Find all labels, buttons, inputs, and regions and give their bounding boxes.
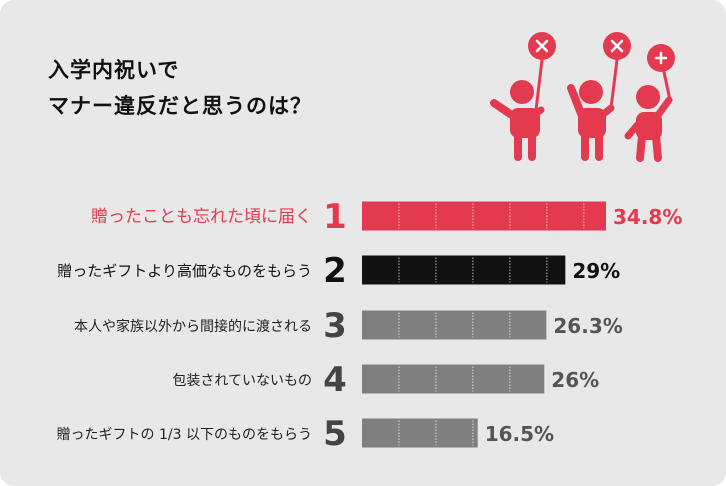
rank-number-3: 3 (323, 306, 347, 346)
value-label-2: 29% (572, 259, 620, 283)
title-line-1: 入学内祝いで (48, 58, 180, 82)
category-label-1: 贈ったことも忘れた頃に届く (91, 207, 312, 227)
value-label-4: 26% (551, 368, 599, 392)
person-middle-icon (567, 32, 631, 161)
chart-title: 入学内祝いで マナー違反だと思うのは？ (48, 52, 312, 124)
x-sign-1-icon (535, 39, 549, 53)
person-left-icon (490, 32, 556, 161)
bar-3 (362, 310, 547, 340)
title-line-2: マナー違反だと思うのは？ (48, 94, 312, 118)
person-right-icon (624, 44, 675, 162)
rank-number-5: 5 (323, 414, 347, 454)
value-label-3: 26.3% (553, 314, 622, 338)
category-label-3: 本人や家族以外から間接的に渡される (74, 318, 312, 335)
value-label-1: 34.8% (613, 205, 682, 229)
x-sign-3-icon (654, 51, 668, 65)
bar-2 (362, 255, 566, 285)
category-label-5: 贈ったギフトの 1/3 以下のものをもらう (57, 427, 312, 443)
category-label-4: 包装されていないもの (172, 373, 312, 389)
rank-number-1: 1 (323, 197, 347, 237)
x-sign-2-icon (610, 39, 624, 53)
bar-4 (362, 364, 545, 394)
rank-number-2: 2 (323, 251, 347, 291)
bar-1 (362, 201, 606, 231)
value-label-5: 16.5% (485, 422, 554, 446)
rank-number-4: 4 (323, 360, 347, 400)
category-label-2: 贈ったギフトより高価なものをもらう (57, 262, 312, 280)
bar-5 (362, 418, 478, 448)
